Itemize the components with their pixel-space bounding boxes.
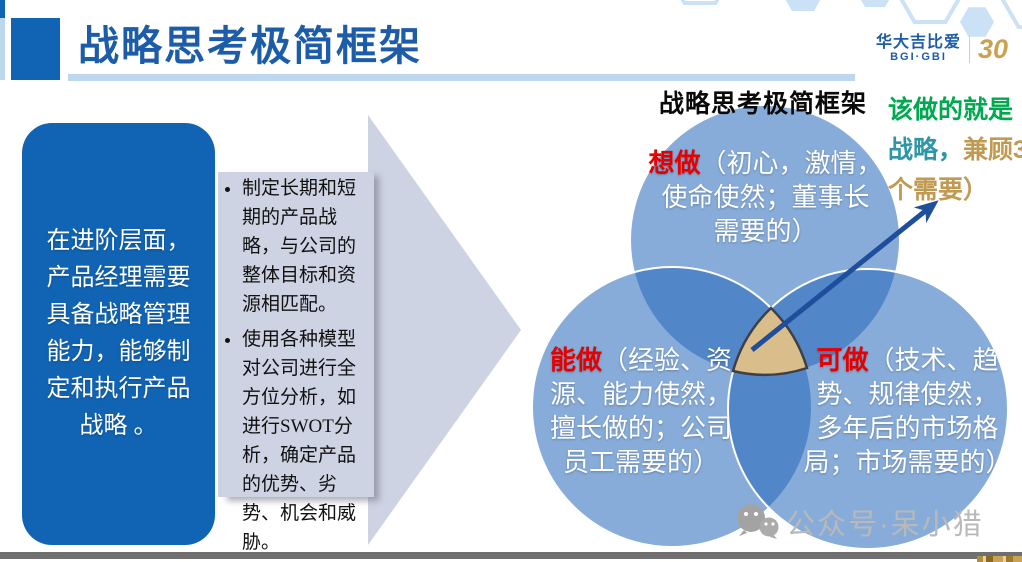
venn-title: 战略思考极简框架 [658, 90, 867, 118]
brand-names: 华大吉比爱 BGI·GBI [876, 34, 961, 63]
strategy-arrow [750, 200, 939, 352]
annotation-segment: 该做的就是 [888, 96, 1014, 124]
intro-panel-text: 在进阶层面， 产品经理需要 具备战略管理 能力，能够制 定和执行产品 战略 。 [46, 228, 191, 439]
brand-name-en: BGI·GBI [890, 51, 947, 63]
venn-circle-may [727, 268, 1009, 550]
logo-divider [969, 34, 971, 63]
venn-label-want-desc: （初心，激情， 使命使然；董事长 需要的） [661, 149, 883, 246]
strategy-annotation: 该做的就是战略，兼顾3个需要） [888, 90, 1022, 210]
venn-center-shape [731, 306, 809, 376]
wechat-icon [737, 504, 779, 539]
arrow-note-item: 制定长期和短期的产品战略，与公司的整体目标和资源相匹配。 [242, 174, 374, 319]
annotation-segment: 兼顾 [963, 136, 1014, 164]
annotation-segment: 3个需要） [888, 136, 1022, 204]
venn-label-want-keyword: 想做 [648, 149, 701, 178]
venn-label-can-keyword: 能做 [549, 346, 602, 375]
brand-logo: 华大吉比爱 BGI·GBI 30 [876, 34, 1008, 63]
intro-panel: 在进阶层面， 产品经理需要 具备战略管理 能力，能够制 定和执行产品 战略 。 [22, 123, 215, 545]
annotation-segment: ， [938, 136, 964, 164]
corner-accent-bottom [0, 18, 5, 80]
annotation-segment: 战略 [888, 136, 939, 164]
page-title: 战略思考极简框架 [78, 23, 422, 69]
venn-label-can-desc: （经验、资 源、能力使然， 擅长做的；公司 员工需要的） [549, 346, 733, 477]
footer-bar [0, 552, 1022, 559]
venn-label-may-keyword: 可做 [816, 346, 869, 375]
anniversary-30-logo: 30 [978, 33, 1009, 64]
footer-logo-fragment [977, 556, 1022, 562]
venn-label-may-desc: （技术、趋 势、规律使然， 多年后的市场格 局；市场需要的） [803, 346, 1012, 477]
venn-label-can: 能做（经验、资 源、能力使然， 擅长做的；公司 员工需要的） [530, 344, 752, 480]
hexagon-decoration [680, 0, 1022, 37]
watermark-text: 公众号·呆小猎 [786, 509, 984, 541]
arrow-note-item: 使用各种模型对公司进行全方位分析，如进行SWOT分析，确定产品的优势、劣势、机会… [242, 325, 374, 557]
venn-label-may: 可做（技术、趋 势、规律使然， 多年后的市场格 局；市场需要的） [795, 344, 1020, 480]
title-accent-square [11, 18, 60, 80]
brand-name-cn: 华大吉比爱 [876, 34, 962, 51]
venn-label-want: 想做（初心，激情， 使命使然；董事长 需要的） [618, 147, 913, 249]
arrow-notes-box: 制定长期和短期的产品战略，与公司的整体目标和资源相匹配。 使用各种模型对公司进行… [222, 172, 374, 553]
corner-accent-top [0, 0, 5, 18]
arrow-notes-list: 制定长期和短期的产品战略，与公司的整体目标和资源相匹配。 使用各种模型对公司进行… [222, 174, 374, 557]
title-underline [68, 74, 855, 81]
venn-diagram [531, 104, 1009, 550]
